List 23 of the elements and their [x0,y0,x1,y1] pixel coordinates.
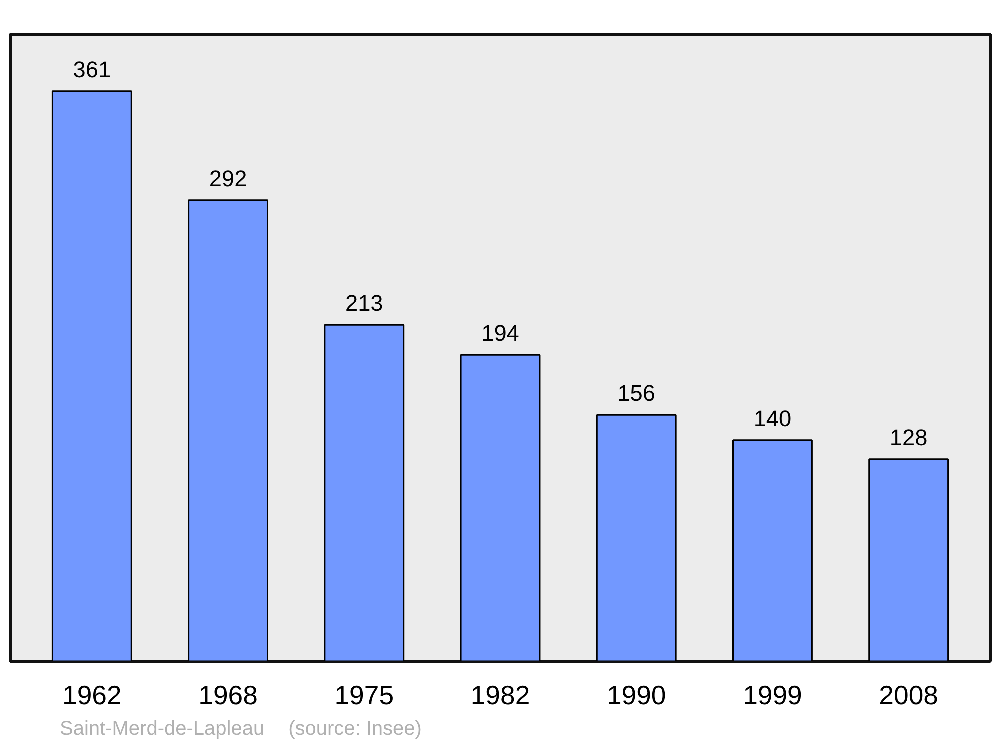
bar [732,440,813,662]
data-label: 128 [890,424,928,450]
x-tick-label: 1990 [606,680,666,710]
data-label: 292 [209,165,248,192]
bar [52,90,132,662]
x-tick-label: 2008 [879,680,938,710]
x-tick-label: 1999 [743,680,802,710]
text: Saint-Merd-de-Lapleau [60,717,265,742]
bar [188,200,268,662]
bar [324,324,405,662]
x-tick-label: 1982 [470,680,530,710]
bar [460,354,541,662]
bar [868,458,950,662]
data-label: 140 [754,405,792,432]
data-label: 194 [482,320,520,346]
data-label: 361 [73,56,112,82]
x-tick-label: 1975 [334,680,394,710]
data-label: 213 [345,290,384,316]
bar [596,414,677,662]
text: (source: Insee) [288,717,422,742]
x-tick-label: 1968 [198,680,258,710]
x-tick-label: 1962 [62,680,122,710]
data-label: 156 [618,380,656,406]
